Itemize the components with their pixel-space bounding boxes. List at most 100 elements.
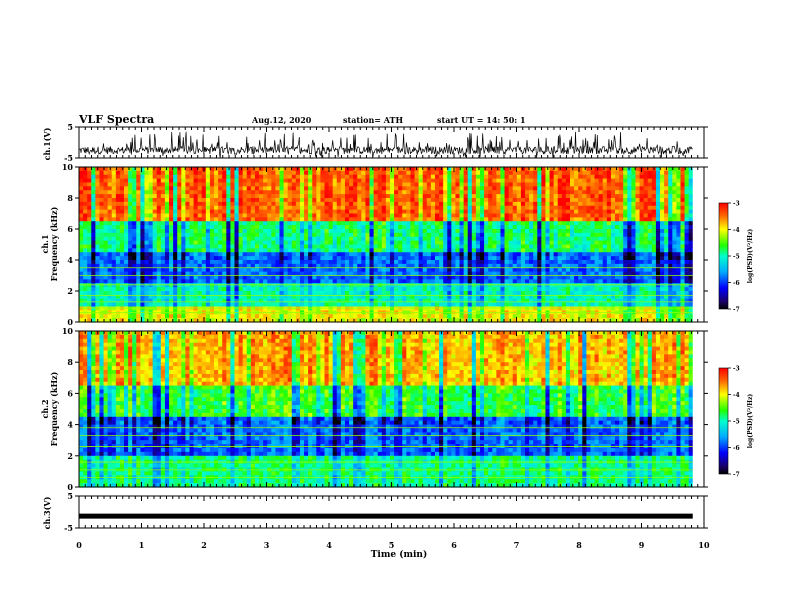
spectrogram-cell bbox=[156, 236, 162, 242]
spectrogram-cell bbox=[672, 178, 677, 184]
spectrogram-cell bbox=[316, 205, 322, 211]
spectrogram-cell bbox=[414, 283, 420, 288]
spectrogram-cell bbox=[226, 279, 231, 284]
spectrogram-cell bbox=[263, 267, 268, 273]
spectrogram-cell bbox=[136, 256, 141, 261]
spectrogram-cell bbox=[369, 194, 375, 199]
spectrogram-cell bbox=[430, 225, 436, 230]
spectrogram-cell bbox=[189, 205, 195, 211]
spectrogram-cell bbox=[688, 283, 694, 288]
spectrogram-cell bbox=[144, 256, 150, 261]
spectrogram-cell bbox=[406, 194, 412, 199]
spectrogram-cell bbox=[369, 256, 375, 261]
spectrogram-cell bbox=[586, 248, 592, 253]
spectrogram-cell bbox=[340, 229, 346, 234]
spectrogram-cell bbox=[508, 198, 514, 203]
spectrogram-cell bbox=[344, 271, 350, 277]
spectrogram-cell bbox=[455, 252, 461, 257]
spectrogram-cell bbox=[512, 248, 518, 253]
spectrogram-cell bbox=[324, 267, 330, 273]
spectrogram-cell bbox=[164, 167, 170, 172]
spectrogram-cell bbox=[418, 221, 424, 226]
spectrogram-cell bbox=[197, 174, 203, 180]
spectrogram-cell bbox=[524, 209, 530, 215]
spectrogram-cell bbox=[291, 221, 297, 226]
spectrogram-cell bbox=[512, 217, 518, 222]
spectrogram-cell bbox=[152, 236, 158, 242]
spectrogram-cell bbox=[639, 252, 645, 257]
spectrogram-cell bbox=[353, 167, 358, 172]
spectrogram-cell bbox=[500, 236, 506, 242]
spectrogram-cell bbox=[471, 190, 477, 195]
spectrogram-cell bbox=[688, 178, 694, 184]
spectrogram-cell bbox=[660, 267, 665, 273]
spectrogram-cell bbox=[312, 201, 317, 207]
spectrogram-cell bbox=[234, 283, 240, 288]
spectrogram-cell bbox=[455, 260, 461, 265]
spectrogram-cell bbox=[500, 275, 506, 280]
spectrogram-cell bbox=[647, 198, 653, 203]
spectrogram-cell bbox=[373, 240, 379, 246]
spectrogram-cell bbox=[259, 182, 264, 187]
spectrogram-cell bbox=[340, 252, 346, 257]
spectrogram-cell bbox=[688, 190, 694, 195]
spectrogram-cell bbox=[623, 225, 628, 230]
spectrogram-cell bbox=[132, 213, 137, 218]
spectrogram-cell bbox=[124, 271, 129, 277]
spectrogram-cell bbox=[385, 209, 391, 215]
spectrogram-cell bbox=[349, 248, 354, 253]
spectrogram-cell bbox=[586, 275, 592, 280]
spectrogram-cell bbox=[197, 236, 203, 242]
spectrogram-cell bbox=[639, 174, 645, 180]
spectrogram-cell bbox=[586, 283, 592, 288]
spectrogram-cell bbox=[111, 229, 117, 234]
spectrogram-cell bbox=[422, 252, 428, 257]
spectrogram-cell bbox=[193, 248, 199, 253]
spectrogram-cell bbox=[680, 229, 686, 234]
spectrogram-cell bbox=[615, 279, 620, 284]
spectrogram-cell bbox=[537, 279, 542, 284]
spectrogram-cell bbox=[189, 190, 195, 195]
spectrogram-cell bbox=[377, 205, 383, 211]
spectrogram-cell bbox=[328, 221, 334, 226]
spectrogram-cell bbox=[655, 256, 661, 261]
spectrogram-cell bbox=[275, 186, 281, 191]
spectrogram-cell bbox=[87, 213, 92, 218]
spectrogram-cell bbox=[189, 240, 195, 246]
spectrogram-cell bbox=[643, 236, 649, 242]
spectrogram-cell bbox=[574, 225, 579, 230]
spectrogram-cell bbox=[87, 229, 92, 234]
spectrogram-cell bbox=[660, 174, 665, 180]
spectrogram-cell bbox=[520, 252, 526, 257]
spectrogram-cell bbox=[402, 271, 407, 277]
spectrogram-cell bbox=[299, 248, 305, 253]
spectrogram-cell bbox=[336, 240, 342, 246]
spectrogram-cell bbox=[524, 167, 530, 172]
spectrogram-cell bbox=[230, 236, 236, 242]
spectrogram-cell bbox=[365, 240, 371, 246]
spectrogram-cell bbox=[218, 271, 223, 277]
spectrogram-cell bbox=[185, 271, 191, 277]
spectrogram-cell bbox=[394, 167, 399, 172]
spectrogram-cell bbox=[516, 186, 522, 191]
spectrogram-cell bbox=[193, 182, 199, 187]
spectrogram-cell bbox=[406, 201, 412, 207]
spectrogram-cell bbox=[619, 221, 624, 226]
spectrogram-cell bbox=[524, 170, 530, 176]
spectrogram-cell bbox=[205, 244, 211, 249]
spectrogram-cell bbox=[516, 256, 522, 261]
spectrogram-cell bbox=[467, 244, 473, 249]
spectrogram-cell bbox=[680, 198, 686, 203]
spectrogram-cell bbox=[214, 194, 219, 199]
spectrogram-cell bbox=[500, 190, 506, 195]
spectrogram-cell bbox=[631, 271, 637, 277]
spectrogram-cell bbox=[263, 194, 268, 199]
spectrogram-cell bbox=[484, 217, 489, 222]
spectrogram-cell bbox=[426, 252, 432, 257]
spectrogram-cell bbox=[451, 236, 457, 242]
spectrogram-cell bbox=[385, 205, 391, 211]
spectrogram-cell bbox=[369, 190, 375, 195]
spectrogram-cell bbox=[312, 213, 317, 218]
spectrogram-cell bbox=[259, 287, 264, 292]
spectrogram-cell bbox=[574, 178, 579, 184]
